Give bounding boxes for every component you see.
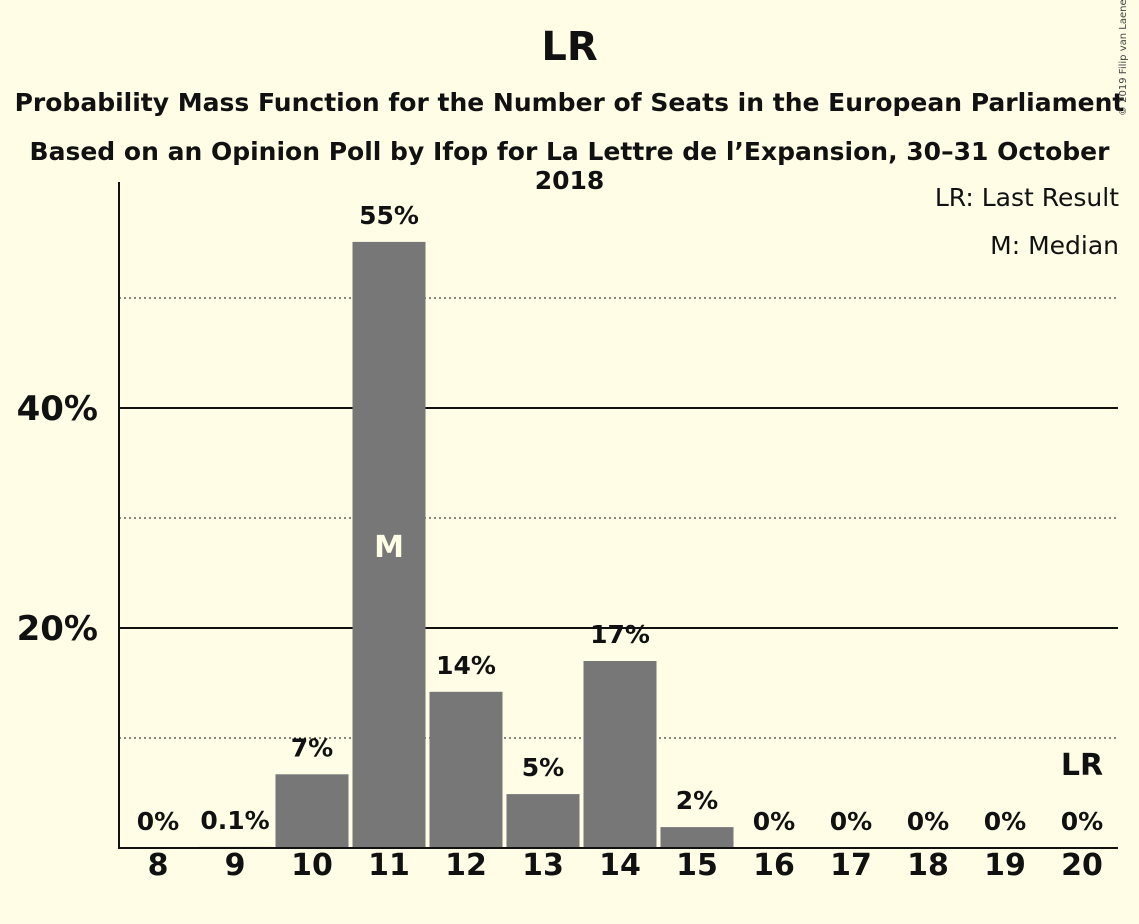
x-tick-label-15: 15 [676,848,718,883]
bar-14 [583,661,657,848]
x-tick-label-8: 8 [148,848,169,883]
median-marker: M [374,530,404,565]
value-label-8: 0% [137,807,179,836]
value-label-16: 0% [753,807,795,836]
value-label-9: 0.1% [200,806,269,835]
x-tick-label-18: 18 [907,848,949,883]
y-tick-label: 20% [17,609,98,649]
x-tick-label-16: 16 [753,848,795,883]
value-label-20: 0% [1061,807,1103,836]
bar-15 [660,827,734,848]
value-label-18: 0% [907,807,949,836]
x-tick-label-12: 12 [445,848,487,883]
bar-13 [506,794,580,848]
value-label-12: 14% [436,651,496,680]
x-tick-label-14: 14 [599,848,641,883]
value-label-11: 55% [359,201,419,230]
x-tick-label-17: 17 [830,848,872,883]
legend-median: M: Median [990,231,1119,260]
y-tick-label: 40% [17,389,98,429]
value-label-17: 0% [830,807,872,836]
bar-11 [352,241,426,848]
legend-last-result: LR: Last Result [934,183,1119,212]
x-tick-label-19: 19 [984,848,1026,883]
value-label-19: 0% [984,807,1026,836]
value-label-13: 5% [522,753,564,782]
value-label-15: 2% [676,786,718,815]
x-tick-label-13: 13 [522,848,564,883]
x-tick-label-9: 9 [225,848,246,883]
x-tick-label-20: 20 [1061,848,1103,883]
last-result-marker: LR [1061,748,1103,783]
chart-subtitle-2: Based on an Opinion Poll by Ifop for La … [29,137,1110,195]
chart-subtitle-1: Probability Mass Function for the Number… [14,88,1125,117]
x-tick-label-11: 11 [368,848,410,883]
chart-title: LR [541,24,598,70]
bar-10 [275,774,349,848]
value-label-14: 17% [590,620,650,649]
bar-12 [429,691,503,848]
value-label-10: 7% [291,733,333,762]
x-tick-label-10: 10 [291,848,333,883]
